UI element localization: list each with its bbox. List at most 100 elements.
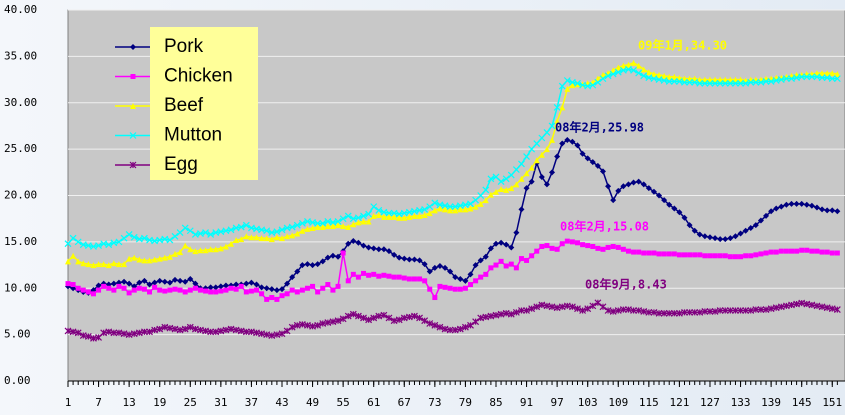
- marker: [84, 242, 92, 250]
- marker: [426, 203, 434, 211]
- marker: [115, 329, 123, 337]
- marker: [187, 275, 194, 282]
- marker: [80, 287, 86, 293]
- marker: [650, 188, 657, 195]
- marker: [330, 287, 336, 293]
- marker: [721, 307, 729, 314]
- marker: [111, 287, 117, 293]
- marker: [431, 321, 439, 329]
- marker: [599, 168, 606, 175]
- marker: [548, 122, 556, 130]
- marker: [676, 209, 683, 216]
- marker: [518, 256, 524, 262]
- marker: [202, 229, 209, 237]
- marker: [722, 236, 729, 243]
- marker: [675, 309, 683, 317]
- y-tick-label: 35.00: [4, 49, 37, 62]
- marker: [335, 283, 341, 289]
- marker: [773, 249, 779, 255]
- marker: [692, 252, 698, 258]
- marker: [823, 304, 831, 312]
- annotation: 08年2月,15.08: [560, 219, 649, 234]
- marker: [538, 134, 546, 142]
- marker: [650, 308, 658, 316]
- marker: [488, 265, 494, 271]
- marker: [447, 268, 454, 275]
- marker: [498, 239, 505, 246]
- marker: [152, 284, 158, 290]
- marker: [666, 73, 673, 80]
- marker: [524, 257, 530, 263]
- marker: [574, 142, 581, 149]
- marker: [411, 207, 418, 215]
- marker: [610, 244, 616, 250]
- marker: [167, 287, 173, 293]
- marker: [115, 261, 122, 268]
- marker: [79, 332, 87, 339]
- marker: [549, 245, 555, 251]
- marker: [314, 224, 321, 231]
- marker: [212, 284, 219, 291]
- marker: [360, 218, 367, 225]
- marker: [809, 248, 815, 254]
- marker: [212, 328, 220, 336]
- marker: [361, 270, 367, 276]
- marker: [651, 250, 657, 256]
- marker: [228, 240, 235, 247]
- marker: [706, 308, 714, 315]
- marker: [192, 285, 198, 291]
- marker: [655, 76, 663, 83]
- marker: [482, 313, 490, 321]
- marker: [630, 66, 637, 74]
- marker: [681, 214, 688, 221]
- marker: [344, 312, 352, 320]
- marker: [365, 316, 373, 324]
- marker: [366, 272, 372, 278]
- marker: [350, 237, 357, 244]
- marker: [427, 286, 433, 292]
- marker: [808, 301, 816, 309]
- marker: [263, 235, 270, 242]
- marker: [580, 242, 586, 248]
- marker: [238, 283, 244, 289]
- marker: [788, 301, 795, 309]
- marker: [798, 200, 805, 207]
- marker: [446, 203, 454, 211]
- x-tick-label: 37: [245, 396, 258, 409]
- marker: [283, 224, 291, 232]
- x-tick-label: 91: [520, 396, 533, 409]
- marker: [130, 44, 136, 50]
- marker: [757, 217, 764, 224]
- marker: [299, 287, 305, 293]
- marker: [370, 314, 378, 322]
- marker: [202, 327, 209, 335]
- marker: [161, 254, 168, 261]
- marker: [381, 272, 387, 278]
- marker: [716, 79, 724, 87]
- marker: [543, 181, 550, 188]
- marker: [518, 307, 525, 314]
- marker: [120, 234, 128, 242]
- marker: [400, 209, 408, 217]
- marker: [686, 78, 694, 86]
- marker: [777, 76, 785, 83]
- marker: [681, 78, 688, 86]
- marker: [747, 307, 755, 314]
- marker: [502, 175, 510, 183]
- marker: [482, 186, 490, 194]
- marker: [467, 271, 474, 278]
- marker: [691, 78, 699, 86]
- marker: [534, 248, 540, 254]
- marker: [131, 287, 137, 293]
- marker: [146, 257, 153, 264]
- marker: [386, 273, 392, 279]
- overlay: 0.00 5.00 10.00 15.00 20.00 25.00 30.00 35.00 40…: [4, 3, 845, 409]
- marker: [232, 326, 240, 334]
- marker: [508, 261, 514, 267]
- marker: [396, 214, 403, 221]
- marker: [660, 77, 668, 84]
- marker: [793, 300, 801, 308]
- marker: [696, 231, 703, 238]
- marker: [799, 247, 805, 253]
- annotation: 09年1月,34.30: [638, 38, 727, 53]
